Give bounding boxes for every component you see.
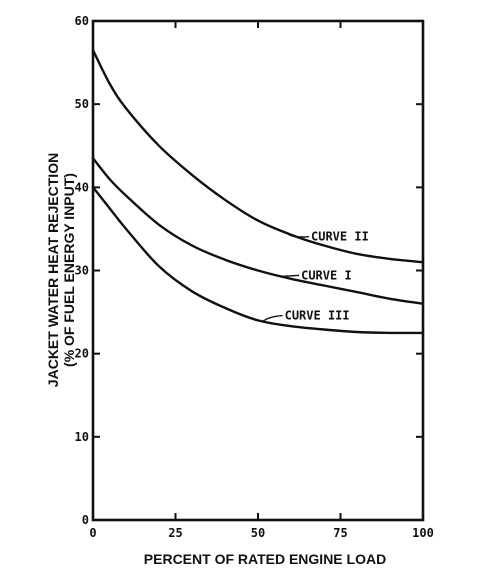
- series-line-curve-iii: [91, 186, 425, 335]
- y-axis-title-line-1: JACKET WATER HEAT REJECTION: [45, 153, 61, 387]
- x-tick-label: 75: [333, 526, 347, 540]
- y-tick-label: 60: [75, 14, 89, 28]
- y-tick-label: 50: [75, 97, 89, 111]
- y-tick-label: 20: [75, 347, 89, 361]
- y-tick-labels: 0 10 20 30 40 50 60: [75, 14, 89, 527]
- axis-ticks: [92, 20, 424, 521]
- curve-labels: CURVE II CURVE I CURVE III: [262, 230, 369, 323]
- curve-label: CURVE I: [301, 268, 352, 282]
- y-tick-label: 30: [75, 264, 89, 278]
- curve-label-leader: [279, 274, 300, 278]
- x-tick-label: 0: [89, 526, 96, 540]
- series-line-curve-i: [91, 157, 425, 305]
- curve-label-leader: [288, 234, 310, 238]
- x-tick-label: 100: [412, 526, 434, 540]
- curve-label-leader: [262, 314, 283, 323]
- series-line-curve-ii: [91, 48, 425, 264]
- series-lines: [91, 48, 425, 335]
- y-tick-label: 10: [75, 430, 89, 444]
- curve-label: CURVE II: [311, 230, 369, 244]
- x-tick-labels: 0 25 50 75 100: [89, 526, 433, 540]
- x-tick-label: 50: [251, 526, 265, 540]
- y-tick-label: 0: [82, 513, 89, 527]
- x-axis-title: PERCENT OF RATED ENGINE LOAD: [144, 551, 386, 567]
- x-tick-label: 25: [168, 526, 182, 540]
- y-tick-label: 40: [75, 180, 89, 194]
- y-axis-title-line-2: (% OF FUEL ENERGY INPUT): [61, 173, 77, 367]
- curve-label: CURVE III: [285, 309, 350, 323]
